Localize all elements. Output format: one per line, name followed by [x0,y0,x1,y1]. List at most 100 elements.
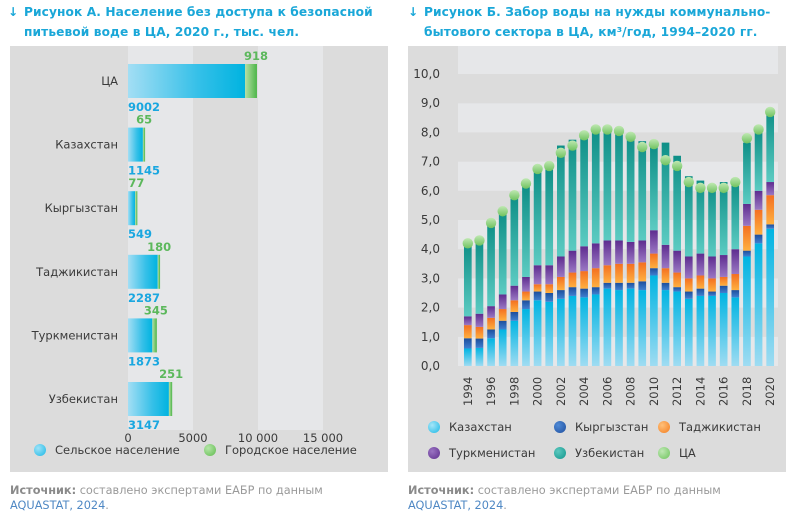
data-label-urban: 251 [159,367,183,381]
source-label: Источник: [10,484,77,497]
ca-marker [613,125,625,137]
bar-segment-Узбекистан [743,142,751,204]
y-tick-label: 9,0 [421,96,440,110]
bar-rural [128,191,136,226]
figure-a-panel: ЦА 918 9002 Казахстан 65 1145 Кыргызстан 77 549 Т… [10,46,388,472]
source-end: . [105,499,109,512]
bar-segment-Казахстан [580,297,588,366]
bar-segment-Кыргызстан [626,282,635,289]
bar-segment-Казахстан [615,290,623,366]
bar-segment-Кыргызстан [696,288,705,296]
bar-segment-Туркменистан [463,316,472,326]
bar-segment-Таджикистан [684,278,693,292]
y-tick-label: 10,0 [413,67,440,81]
source-end: . [503,499,507,512]
data-label-rural: 1145 [128,164,160,178]
bar-segment-Казахстан [533,300,542,366]
source-link[interactable]: AQUASTAT, 2024 [10,499,106,512]
ca-marker [590,124,601,135]
bar-segment-Таджикистан [603,265,612,283]
ca-marker [485,217,497,229]
bar-segment-Таджикистан [510,300,519,312]
y-tick-label: 7,0 [421,155,440,169]
ca-marker [555,147,567,159]
data-label-urban: 345 [144,303,168,317]
bar-segment-Туркменистан [510,285,519,301]
x-tick-label: 2008 [624,377,638,406]
bar-segment-Туркменистан [545,265,554,285]
bar-segment-Туркменистан [754,190,763,210]
source-link[interactable]: AQUASTAT, 2024 [408,499,504,512]
figure-b-title-line1: Рисунок Б. Забор воды на нужды коммуналь… [424,5,771,19]
bar-segment-Узбекистан [463,243,472,317]
legend-label-kazakhstan: Казахстан [449,420,512,434]
source-label: Источник: [408,484,475,497]
x-tick-label: 2014 [693,377,707,406]
bar-segment-Таджикистан [626,263,635,283]
bar-rural [128,318,153,353]
bar-segment-Казахстан [731,297,740,366]
y-tick-label: 2,0 [421,301,440,315]
bar-segment-Узбекистан [510,195,519,286]
y-tick-label: 6,0 [421,184,440,198]
bar-segment-Узбекистан [661,142,670,245]
legend-item-tajikistan: Таджикистан [658,420,761,434]
bar-segment-Кыргызстан [650,268,658,276]
ca-marker [764,106,776,118]
bar-segment-Узбекистан [603,129,612,241]
x-tick-label: 2020 [763,377,777,406]
arrow-down-icon: ↓ [8,5,19,19]
grid-band [193,46,258,430]
bar-segment-Туркменистан [557,256,565,277]
x-tick-label: 2018 [740,377,754,406]
data-label-rural: 2287 [128,291,160,305]
ca-marker [637,141,648,153]
grid-band [458,74,778,104]
figure-b-title-line2: бытового сектора в ЦА, км³/год, 1994–202… [424,25,758,39]
x-tick-label: 2004 [577,377,591,406]
legend-label-kyrgyzstan: Кыргызстан [575,420,649,434]
bar-segment-Казахстан [766,228,775,366]
figure-b-title: ↓ Рисунок Б. Забор воды на нужды коммунал… [408,2,770,42]
bar-segment-Кыргызстан [533,291,542,301]
bar-segment-Казахстан [650,275,658,366]
bar-segment-Туркменистан [591,243,600,269]
bar-segment-Кыргызстан [766,224,775,229]
bar-segment-Казахстан [684,298,693,366]
ca-marker [520,178,532,189]
bar-rural [128,254,158,289]
ca-marker [660,154,671,166]
bar-segment-Кыргызстан [673,287,681,292]
x-tick-label: 1996 [484,377,498,406]
bar-segment-Таджикистан [650,253,658,269]
x-tick-label: 1998 [507,377,521,406]
figure-b-source: Источник: составлено экспертами ЕАБР по … [408,483,721,513]
legend-item-uzbekistan: Узбекистан [554,446,644,460]
bar-segment-Узбекистан [766,110,775,183]
bar-segment-Казахстан [603,288,612,366]
legend-dot-ca-icon [658,447,670,459]
bar-rural [128,127,143,162]
bar-segment-Кыргызстан [568,287,577,296]
bar-segment-Туркменистан [650,230,658,254]
bar-urban [135,191,138,226]
bar-segment-Казахстан [661,290,670,366]
bar-segment-Казахстан [743,256,751,366]
bar-segment-Таджикистан [568,272,577,288]
bar-segment-Казахстан [708,295,716,366]
ca-marker [753,124,764,135]
bar-segment-Казахстан [510,320,519,366]
bar-segment-Кыргызстан [591,287,600,295]
ca-marker [567,140,578,151]
ca-marker [497,206,508,217]
legend-label-ca: ЦА [679,446,696,460]
ca-marker [695,182,706,194]
legend-dot-kazakhstan-icon [428,421,440,433]
ca-marker [602,124,613,135]
bar-segment-Казахстан [545,301,554,366]
legend-item-rural: Сельское население [34,443,180,457]
ca-marker [509,189,520,201]
legend-item-urban: Городское население [204,443,357,457]
data-label-rural: 549 [128,227,152,241]
bar-segment-Таджикистан [731,274,740,291]
